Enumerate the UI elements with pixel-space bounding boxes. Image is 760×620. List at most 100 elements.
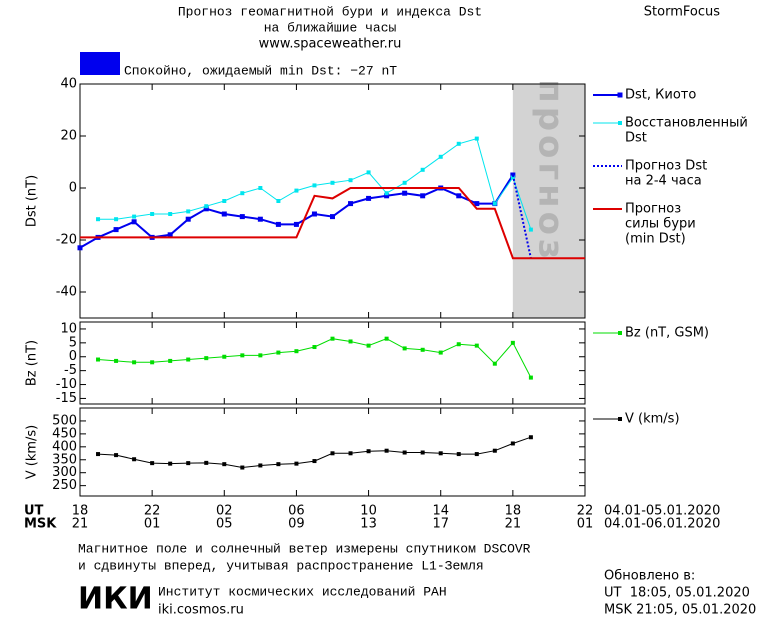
y-tick-label: -5 xyxy=(64,363,77,378)
x-tick-label: 18 xyxy=(505,504,522,519)
data-point xyxy=(96,217,101,222)
legend-marker xyxy=(618,331,622,335)
data-point xyxy=(258,186,263,190)
y-tick-label: -40 xyxy=(56,285,77,300)
data-point xyxy=(114,358,119,363)
data-point xyxy=(131,219,137,225)
data-point xyxy=(204,460,209,465)
data-point xyxy=(384,193,390,199)
data-point xyxy=(203,206,209,212)
data-point xyxy=(438,154,443,159)
data-point xyxy=(168,461,173,466)
y-axis-label: Bz (nT) xyxy=(25,340,40,386)
plot-frame xyxy=(79,83,586,319)
data-point xyxy=(366,343,371,348)
url: www.spaceweather.ru xyxy=(259,37,402,52)
site: iki.cosmos.ru xyxy=(158,603,244,618)
data-point xyxy=(294,349,299,354)
data-point xyxy=(474,136,479,141)
data-point xyxy=(456,452,461,457)
data-point xyxy=(312,459,317,464)
data-point xyxy=(240,465,245,470)
legend-label: на 2-4 часа xyxy=(625,174,702,189)
x-tick-label: 21 xyxy=(505,517,522,532)
data-point xyxy=(132,214,137,219)
logo: ИКИ xyxy=(78,582,153,617)
y-tick-label: -20 xyxy=(56,233,77,248)
legend-label: Восстановленный xyxy=(625,116,748,131)
data-point xyxy=(330,180,335,185)
data-point xyxy=(474,452,479,457)
x-tick-label: 14 xyxy=(432,504,449,519)
forecast-label: прогноз xyxy=(530,79,570,263)
msk-range: 04.01-06.01.2020 xyxy=(604,517,720,532)
data-point xyxy=(384,336,389,341)
y-tick-label: 0 xyxy=(69,181,77,196)
data-point xyxy=(275,221,281,227)
data-point xyxy=(456,141,461,146)
updated-msk: MSK 21:05, 05.01.2020 xyxy=(604,603,756,618)
data-point xyxy=(167,232,173,238)
data-point xyxy=(366,170,371,175)
data-point xyxy=(240,353,245,358)
series-line xyxy=(97,338,532,378)
data-point xyxy=(114,453,119,458)
data-point xyxy=(222,462,227,467)
y-axis-label: V (km/s) xyxy=(25,425,40,480)
msk-label: MSK xyxy=(24,517,57,532)
data-point xyxy=(528,227,533,232)
footer-note: и сдвинуты вперед, учитывая распростране… xyxy=(78,558,484,573)
data-point xyxy=(312,183,317,188)
y-tick-label: 10 xyxy=(60,321,77,336)
legend-marker xyxy=(617,92,623,98)
data-point xyxy=(96,452,101,457)
footer-note: Магнитное поле и солнечный ветер измерен… xyxy=(78,541,531,556)
data-point xyxy=(257,216,263,222)
data-point xyxy=(510,175,515,180)
data-point xyxy=(168,212,173,216)
data-point xyxy=(420,347,425,352)
status-indicator xyxy=(80,52,120,75)
data-point xyxy=(222,354,227,359)
legend-label: V (km/s) xyxy=(625,412,680,427)
x-tick-label: 01 xyxy=(577,517,594,532)
data-point xyxy=(438,350,443,355)
title: Прогноз геомагнитной бури и индекса Dst xyxy=(178,4,482,19)
x-tick-label: 22 xyxy=(577,504,594,519)
brand: StormFocus xyxy=(644,5,720,20)
data-point xyxy=(96,357,101,362)
data-point xyxy=(492,201,497,206)
y-tick-label: -10 xyxy=(56,377,77,392)
updated-label: Обновлено в: xyxy=(604,569,695,584)
data-point xyxy=(276,199,281,203)
data-point xyxy=(150,212,155,216)
x-tick-label: 17 xyxy=(432,517,449,532)
data-point xyxy=(185,216,191,222)
data-point xyxy=(186,209,191,214)
data-point xyxy=(77,245,83,251)
data-point xyxy=(276,462,281,467)
title-line2: на ближайшие часы xyxy=(264,20,397,35)
y-tick-label: 350 xyxy=(52,452,77,467)
data-point xyxy=(348,339,353,344)
ut-label: UT xyxy=(24,504,44,519)
data-point xyxy=(114,217,119,222)
data-point xyxy=(132,457,137,462)
data-point xyxy=(168,358,173,363)
data-point xyxy=(348,201,354,207)
data-point xyxy=(204,204,209,209)
data-point xyxy=(132,360,137,365)
data-point xyxy=(150,360,155,365)
data-point xyxy=(312,345,317,350)
data-point xyxy=(311,211,317,217)
data-point xyxy=(222,199,227,203)
legend-label: Bz (nT, GSM) xyxy=(625,326,709,341)
y-axis-label: Dst (nT) xyxy=(25,175,40,227)
data-point xyxy=(150,461,155,466)
y-tick-label: 0 xyxy=(69,349,77,364)
x-tick-label: 18 xyxy=(72,504,89,519)
institute: Институт космических исследований РАН xyxy=(158,584,447,599)
data-point xyxy=(438,451,443,456)
data-point xyxy=(113,227,119,233)
